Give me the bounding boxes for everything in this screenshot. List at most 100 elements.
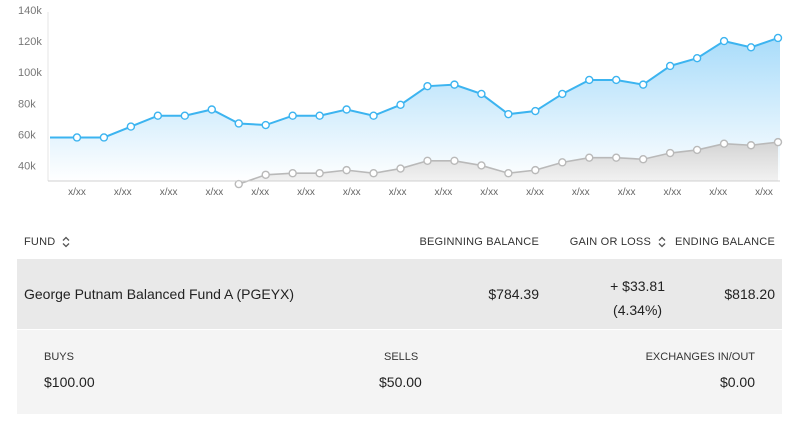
exchanges-value: $0.00 bbox=[719, 374, 755, 390]
data-point[interactable] bbox=[558, 89, 567, 99]
gain-percent: (4.34%) bbox=[613, 302, 663, 318]
data-point[interactable] bbox=[612, 153, 621, 162]
data-point[interactable] bbox=[423, 156, 432, 165]
data-point[interactable] bbox=[288, 169, 297, 178]
data-point[interactable] bbox=[504, 109, 513, 119]
fund-gain-or-loss: + $33.81 (4.34%) bbox=[610, 274, 665, 322]
sort-up-down-icon[interactable] bbox=[61, 236, 71, 248]
data-point[interactable] bbox=[315, 169, 324, 178]
data-point[interactable] bbox=[692, 145, 702, 155]
beginning-balance-header: BEGINNING BALANCE bbox=[419, 236, 539, 248]
data-point[interactable] bbox=[719, 139, 729, 148]
data-point[interactable] bbox=[504, 169, 513, 178]
y-axis: 140k 120k 100k 80k 60k 40k bbox=[18, 5, 49, 181]
data-point[interactable] bbox=[746, 141, 756, 150]
data-point[interactable] bbox=[531, 106, 540, 116]
data-point[interactable] bbox=[396, 164, 405, 173]
data-point[interactable] bbox=[423, 81, 432, 91]
sells-label: SELLS bbox=[384, 351, 419, 363]
data-point[interactable] bbox=[477, 161, 486, 170]
fund-name: George Putnam Balanced Fund A (PGEYX) bbox=[24, 286, 295, 302]
data-point[interactable] bbox=[234, 179, 243, 189]
data-point[interactable] bbox=[450, 80, 459, 89]
data-point[interactable] bbox=[638, 80, 648, 89]
data-point[interactable] bbox=[99, 133, 109, 142]
data-point[interactable] bbox=[288, 111, 297, 120]
y-tick-label: 80k bbox=[18, 98, 36, 110]
data-point[interactable] bbox=[234, 119, 243, 128]
data-point[interactable] bbox=[531, 165, 540, 175]
data-point[interactable] bbox=[692, 53, 702, 63]
gain-or-loss-header[interactable]: GAIN OR LOSS bbox=[570, 236, 667, 248]
data-point[interactable] bbox=[558, 158, 567, 167]
x-tick-label: x/xx bbox=[435, 187, 453, 198]
chart-points bbox=[72, 33, 783, 189]
fund-beginning-balance: $784.39 bbox=[488, 286, 539, 302]
sort-up-down-icon[interactable] bbox=[657, 236, 667, 248]
blue-series-area bbox=[50, 37, 780, 182]
x-tick-label: x/xx bbox=[755, 187, 773, 198]
data-point[interactable] bbox=[342, 165, 351, 175]
data-point[interactable] bbox=[665, 148, 675, 158]
ending-balance-header: ENDING BALANCE bbox=[675, 236, 775, 248]
data-point[interactable] bbox=[638, 155, 648, 164]
data-point[interactable] bbox=[315, 111, 324, 120]
data-point[interactable] bbox=[773, 137, 783, 147]
data-point[interactable] bbox=[261, 120, 270, 130]
ending-balance-label: ENDING BALANCE bbox=[675, 236, 775, 248]
x-axis: x/xx x/xx x/xx x/xx x/xx x/xx x/xx x/xx x/xx x/xx… bbox=[48, 180, 780, 198]
data-point[interactable] bbox=[450, 156, 459, 165]
y-tick-label: 120k bbox=[18, 36, 42, 48]
x-tick-label: x/xx bbox=[709, 187, 727, 198]
x-tick-label: x/xx bbox=[480, 187, 498, 198]
data-point[interactable] bbox=[746, 43, 756, 52]
sells-value: $50.00 bbox=[379, 374, 422, 390]
data-point[interactable] bbox=[477, 89, 486, 99]
beginning-balance-label: BEGINNING BALANCE bbox=[419, 236, 539, 248]
chart-areas bbox=[50, 37, 780, 185]
data-point[interactable] bbox=[72, 133, 82, 142]
fund-row[interactable]: George Putnam Balanced Fund A (PGEYX) $7… bbox=[17, 259, 782, 329]
data-point[interactable] bbox=[396, 100, 405, 110]
x-tick-label: x/xx bbox=[664, 187, 682, 198]
x-tick-label: x/xx bbox=[526, 187, 544, 198]
fund-detail-panel: BUYS $100.00 SELLS $50.00 EXCHANGES IN/O… bbox=[17, 330, 782, 414]
data-point[interactable] bbox=[153, 111, 163, 120]
data-point[interactable] bbox=[207, 105, 216, 114]
data-point[interactable] bbox=[773, 33, 783, 43]
data-point[interactable] bbox=[369, 111, 378, 120]
x-tick-label: x/xx bbox=[389, 187, 407, 198]
data-point[interactable] bbox=[261, 170, 270, 179]
gain-or-loss-label: GAIN OR LOSS bbox=[569, 236, 651, 248]
data-point[interactable] bbox=[369, 169, 378, 178]
data-point[interactable] bbox=[665, 61, 675, 71]
x-tick-label: x/xx bbox=[206, 187, 224, 198]
data-point[interactable] bbox=[342, 105, 351, 114]
fund-ending-balance: $818.20 bbox=[724, 286, 775, 302]
x-tick-label: x/xx bbox=[572, 187, 590, 198]
data-point[interactable] bbox=[126, 122, 136, 131]
fund-column-header[interactable]: FUND bbox=[24, 236, 71, 248]
gain-amount: + $33.81 bbox=[610, 278, 665, 294]
data-point[interactable] bbox=[585, 75, 594, 85]
x-tick-label: x/xx bbox=[251, 187, 269, 198]
y-tick-label: 140k bbox=[18, 5, 42, 17]
x-tick-label: x/xx bbox=[114, 187, 132, 198]
y-tick-label: 40k bbox=[18, 160, 36, 172]
data-point[interactable] bbox=[719, 36, 729, 46]
data-point[interactable] bbox=[585, 153, 594, 162]
y-tick-label: 100k bbox=[18, 67, 42, 79]
table-header: FUND BEGINNING BALANCE GAIN OR LOSS ENDI… bbox=[17, 230, 782, 256]
data-point[interactable] bbox=[612, 75, 621, 85]
data-point[interactable] bbox=[180, 111, 190, 120]
buys-value: $100.00 bbox=[44, 374, 95, 390]
x-tick-label: x/xx bbox=[297, 187, 315, 198]
fund-header-label: FUND bbox=[24, 236, 56, 248]
y-tick-label: 60k bbox=[18, 129, 36, 141]
buys-label: BUYS bbox=[44, 351, 74, 363]
exchanges-label: EXCHANGES IN/OUT bbox=[645, 351, 755, 363]
x-tick-label: x/xx bbox=[343, 187, 361, 198]
x-tick-label: x/xx bbox=[160, 187, 178, 198]
x-tick-label: x/xx bbox=[68, 187, 86, 198]
